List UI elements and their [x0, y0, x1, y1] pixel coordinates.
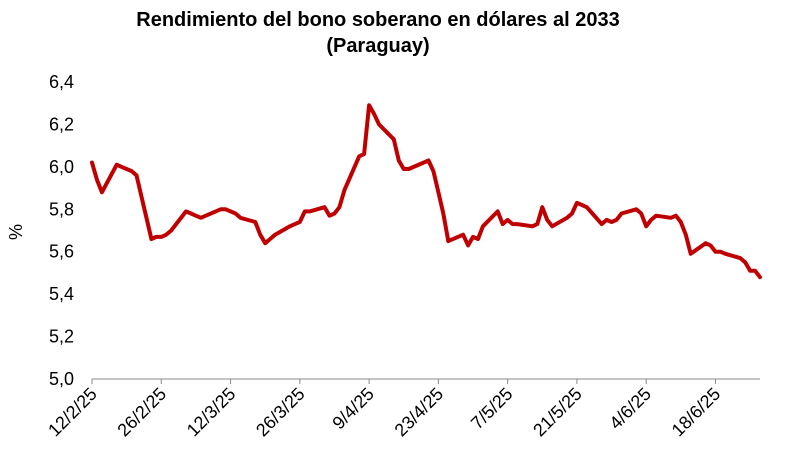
- y-tick-label: 6,4: [49, 72, 74, 92]
- x-tick-label: 21/5/25: [529, 384, 586, 441]
- y-tick-label: 6,0: [49, 157, 74, 177]
- y-axis-label: %: [6, 224, 26, 240]
- y-tick-label: 6,2: [49, 114, 74, 134]
- chart-subtitle: (Paraguay): [326, 35, 429, 57]
- x-tick-label: 9/4/25: [328, 384, 378, 434]
- y-tick-labels: 5,0 5,2 5,4 5,6 5,8 6,0 6,2 6,4: [49, 72, 74, 389]
- y-tick-label: 5,2: [49, 327, 74, 347]
- series-group: [90, 103, 762, 280]
- series-line: [90, 103, 762, 280]
- axes: [91, 378, 760, 384]
- x-tick-label: 26/2/25: [113, 384, 170, 441]
- x-tick-label: 7/5/25: [467, 384, 517, 434]
- x-tick-label: 23/4/25: [391, 384, 448, 441]
- x-tick-label: 4/6/25: [605, 384, 655, 434]
- x-tick-label: 26/3/25: [252, 384, 309, 441]
- x-tick-label: 18/6/25: [668, 384, 725, 441]
- y-tick-label: 5,4: [49, 284, 74, 304]
- x-tick-label: 12/2/25: [44, 384, 101, 441]
- x-tick-label: 12/3/25: [183, 384, 240, 441]
- chart-title: Rendimiento del bono soberano en dólares…: [136, 9, 619, 31]
- y-tick-label: 5,8: [49, 199, 74, 219]
- x-tick-labels: 12/2/25 26/2/25 12/3/25 26/3/25 9/4/25 23/4/2…: [44, 384, 724, 441]
- y-tick-label: 5,6: [49, 242, 74, 262]
- y-tick-label: 5,0: [49, 369, 74, 389]
